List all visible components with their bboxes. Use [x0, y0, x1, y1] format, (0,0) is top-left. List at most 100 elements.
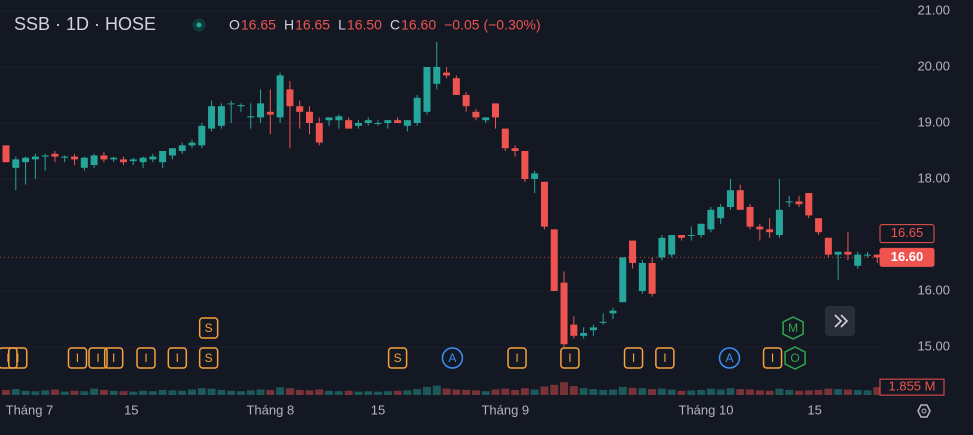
candle-body	[482, 117, 490, 121]
candle-body	[736, 190, 744, 210]
candle-body	[325, 117, 333, 121]
x-tick-label: 15	[371, 402, 385, 417]
candle-body	[394, 120, 402, 123]
event-marker	[7, 347, 28, 369]
event-label: I	[515, 351, 518, 365]
candle-body	[286, 89, 294, 107]
event-marker	[0, 347, 18, 369]
volume-bar	[618, 386, 627, 395]
volume-bar	[481, 391, 490, 395]
candle-body	[560, 282, 568, 345]
candle-body	[110, 157, 118, 160]
volume-bar	[11, 389, 20, 395]
change: −0.05 (−0.30%)	[444, 17, 541, 33]
candle-body	[511, 148, 519, 151]
volume-bar	[804, 390, 813, 395]
candle-body	[100, 155, 108, 160]
volume-bar	[158, 389, 167, 395]
volume-bar	[148, 391, 157, 395]
candle-body	[168, 148, 176, 156]
volume-bar	[648, 389, 657, 395]
candle-body	[580, 333, 588, 336]
volume-bar	[863, 390, 872, 395]
event-label: I	[144, 351, 147, 365]
y-tick-label: 19.00	[917, 114, 950, 129]
volume-bar	[834, 389, 843, 395]
volume-bar	[2, 389, 10, 395]
event-marker	[507, 347, 527, 369]
volume-bar	[119, 391, 128, 395]
candle-body	[658, 237, 666, 258]
candle-body	[276, 75, 284, 118]
volume-bar	[217, 389, 226, 395]
volume-bar	[246, 390, 255, 395]
event-label: I	[96, 351, 99, 365]
candle-body	[345, 120, 353, 129]
event-marker	[67, 347, 88, 369]
candle-body	[531, 173, 539, 179]
quote-label: H	[284, 17, 294, 33]
candle-body	[492, 103, 499, 118]
volume-bar	[765, 390, 774, 395]
volume-bar	[657, 388, 666, 395]
volume-bar	[511, 389, 520, 395]
candle-body	[31, 156, 39, 160]
nav-button[interactable]	[825, 306, 855, 336]
volume-bar	[383, 391, 392, 395]
volume-bar	[256, 389, 265, 395]
candle-body	[257, 103, 265, 118]
candle-body	[707, 209, 715, 230]
volume-bar	[207, 388, 216, 395]
volume-bar	[364, 391, 373, 395]
candle-body	[697, 223, 705, 235]
volume-bar	[168, 390, 177, 395]
volume-bar	[520, 388, 529, 395]
settings-icon[interactable]	[917, 404, 931, 418]
x-tick-label: 15	[124, 402, 138, 417]
volume-bar	[697, 389, 706, 395]
candle-body	[61, 156, 69, 158]
event-label: I	[176, 351, 179, 365]
volume-bar	[462, 389, 471, 395]
quote-label: C	[390, 17, 400, 33]
chart-title: SSB · 1D · HOSE	[14, 14, 156, 34]
candle-body	[374, 123, 382, 124]
candle-body	[423, 67, 431, 112]
event-marker	[441, 347, 464, 369]
candle-body	[599, 321, 607, 323]
volume-bar	[824, 388, 833, 395]
volume-bar	[31, 391, 40, 395]
candle-body	[119, 159, 127, 163]
volume-bar	[334, 391, 343, 395]
candle-body	[844, 251, 852, 255]
candle-body	[638, 263, 646, 291]
status-dot	[192, 18, 206, 32]
event-label: I	[632, 351, 635, 365]
y-tick-label: 18.00	[917, 170, 950, 185]
candle-body	[746, 207, 754, 227]
volume-bar	[188, 389, 197, 395]
price-tag	[879, 247, 935, 267]
volume-bar	[227, 390, 236, 395]
candle-body	[129, 159, 137, 162]
candle-body	[188, 142, 196, 146]
event-marker	[782, 316, 804, 340]
volume-bar	[540, 386, 549, 395]
candle-body	[12, 159, 20, 168]
candle-body	[629, 240, 637, 263]
volume-bar	[746, 389, 755, 395]
volume-bar	[80, 391, 89, 395]
candle-body	[22, 157, 30, 163]
y-tick-label: 15.00	[917, 338, 950, 353]
candle-body	[687, 235, 695, 236]
volume-bar	[726, 388, 735, 395]
volume-bar	[285, 388, 294, 395]
volume-bar	[197, 388, 206, 395]
volume-bar	[530, 389, 539, 395]
candle-body	[198, 125, 206, 146]
event-marker	[88, 347, 108, 369]
volume-bar	[90, 388, 99, 395]
event-label: I	[568, 351, 571, 365]
volume-bar	[21, 390, 30, 395]
